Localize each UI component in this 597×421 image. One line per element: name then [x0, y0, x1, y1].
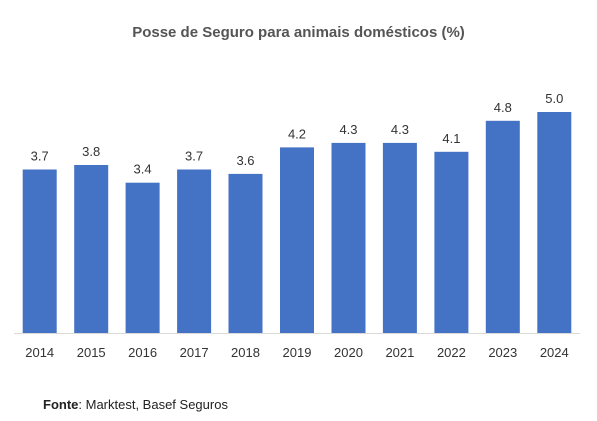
- value-label-2014: 3.7: [31, 149, 49, 164]
- bar-2017: [177, 169, 212, 333]
- x-tick-label-2014: 2014: [25, 345, 54, 360]
- x-tick-labels-group: 2014 2015 2016 2017 2018 2019 2020 2021 2022 2023…: [25, 345, 569, 360]
- value-label-2020: 4.3: [339, 122, 357, 137]
- x-tick-label-2020: 2020: [334, 345, 363, 360]
- x-tick-label-2024: 2024: [540, 345, 569, 360]
- bar-2023: [485, 120, 520, 333]
- x-tick-label-2016: 2016: [128, 345, 157, 360]
- x-tick-label-2023: 2023: [488, 345, 517, 360]
- value-label-2015: 3.8: [82, 144, 100, 159]
- value-label-2016: 3.4: [134, 162, 152, 177]
- chart-title: Posse de Seguro para animais domésticos …: [132, 24, 465, 41]
- bars-group: [22, 112, 572, 333]
- value-label-2022: 4.1: [442, 131, 460, 146]
- value-label-2021: 4.3: [391, 122, 409, 137]
- value-labels-group: 3.7 3.8 3.4 3.7 3.6 4.2 4.3 4.3 4.1 4.8 5.0: [31, 91, 564, 177]
- x-tick-label-2019: 2019: [283, 345, 312, 360]
- x-tick-label-2015: 2015: [77, 345, 106, 360]
- bar-2019: [280, 147, 314, 333]
- bar-2015: [74, 165, 109, 333]
- value-label-2018: 3.6: [236, 153, 254, 168]
- bar-2016: [125, 182, 160, 333]
- bar-2024: [537, 112, 572, 333]
- x-tick-label-2022: 2022: [437, 345, 466, 360]
- value-label-2024: 5.0: [545, 91, 563, 106]
- x-tick-label-2018: 2018: [231, 345, 260, 360]
- value-label-2019: 4.2: [288, 126, 306, 141]
- x-tick-label-2017: 2017: [180, 345, 209, 360]
- source-text: : Marktest, Basef Seguros: [78, 397, 228, 412]
- source-note: Fonte: Marktest, Basef Seguros: [43, 397, 228, 412]
- value-label-2017: 3.7: [185, 149, 203, 164]
- bar-2021: [382, 142, 417, 333]
- source-label: Fonte: [43, 397, 79, 412]
- x-tick-label-2021: 2021: [385, 345, 414, 360]
- bar-2020: [331, 142, 366, 333]
- bar-2018: [228, 173, 263, 333]
- value-label-2023: 4.8: [494, 100, 512, 115]
- bar-2022: [434, 151, 469, 333]
- bar-2014: [22, 169, 57, 333]
